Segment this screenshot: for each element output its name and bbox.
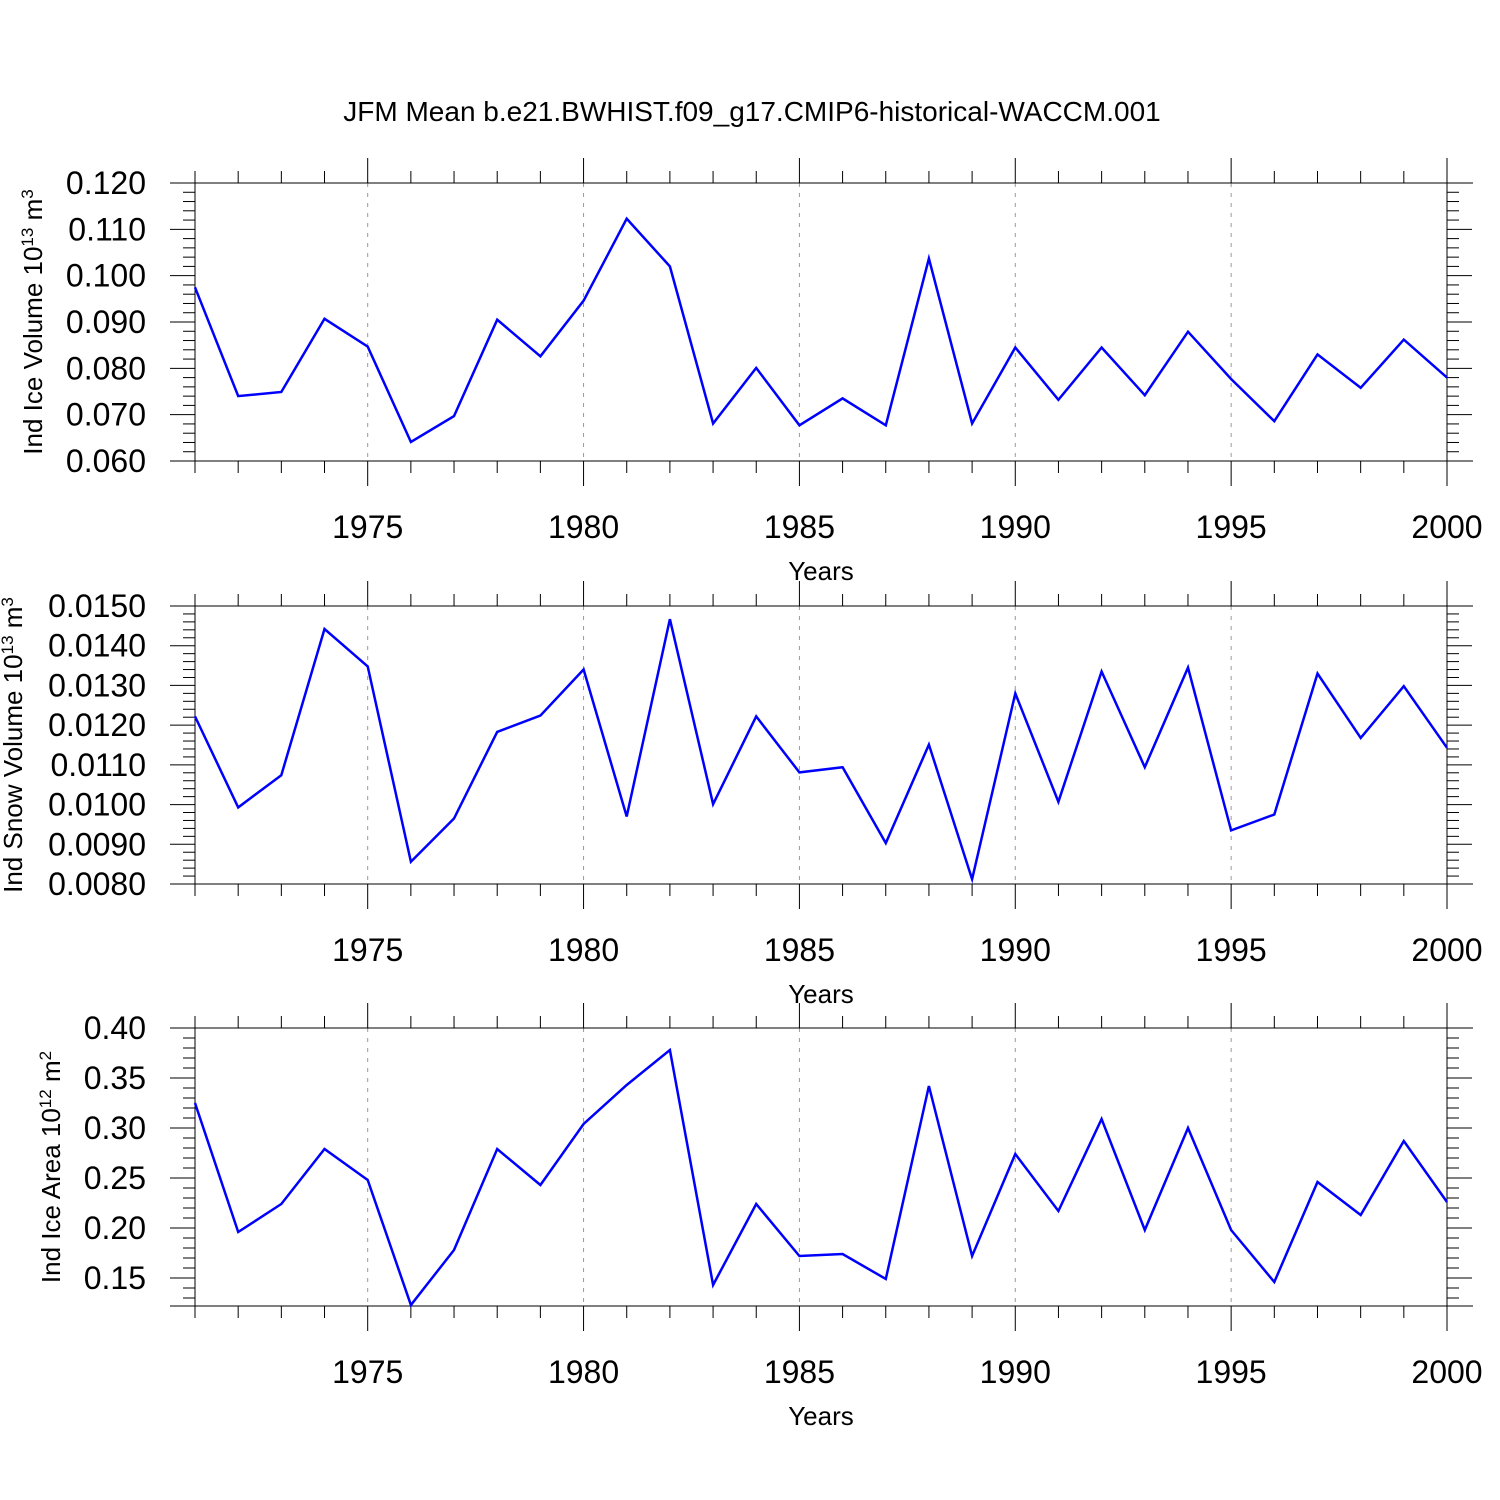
x-axis-title: Years: [788, 979, 854, 1009]
series-line: [193, 216, 1448, 444]
y-tick-label: 0.20: [84, 1210, 146, 1246]
x-tick-label: 2000: [1411, 932, 1482, 968]
y-tick-label: 0.0110: [51, 747, 147, 783]
y-tick-label: 0.120: [66, 165, 146, 201]
y-axis-title-ylabel-unit-exp: 3: [0, 597, 17, 606]
y-axis-title-ylabel-unit-exp: 3: [18, 189, 37, 198]
y-axis-title: Ind Snow Volume 1013 m3: [0, 597, 28, 893]
y-tick-label: 0.060: [66, 443, 146, 479]
y-tick-label: 0.0130: [48, 667, 146, 703]
y-axis-title-ylabel: Ind Ice Volume 10: [18, 247, 48, 455]
x-tick-label: 1990: [980, 1354, 1051, 1390]
x-tick-label: 1985: [764, 1354, 835, 1390]
y-axis-title-ylabel-unit: m: [0, 607, 28, 636]
x-tick-label: 1980: [548, 509, 619, 545]
x-tick-label: 1975: [332, 509, 403, 545]
y-axis-title-ylabel-unit: m: [18, 199, 48, 228]
x-tick-label: 1995: [1196, 932, 1267, 968]
y-axis-title: Ind Ice Volume 1013 m3: [18, 189, 49, 454]
panel-1: 0.060 0.070 0.080 0.090 0.100 0.110 0.120 1975 1…: [18, 158, 1483, 586]
x-tick-label: 1995: [1196, 1354, 1267, 1390]
y-axis-title-ylabel-unit-exp: 2: [36, 1051, 55, 1060]
y-tick-label: 0.35: [84, 1060, 146, 1096]
x-tick-label: 2000: [1411, 509, 1482, 545]
y-axis-title-ylabel: Ind Snow Volume 10: [0, 654, 28, 893]
y-tick-label: 0.0080: [48, 866, 146, 902]
x-tick-label: 1990: [980, 509, 1051, 545]
x-tick-label: 1980: [548, 1354, 619, 1390]
y-tick-label: 0.0140: [48, 628, 146, 664]
x-tick-label: 1975: [332, 932, 403, 968]
y-tick-label: 0.070: [66, 397, 146, 433]
series-line: [193, 618, 1449, 884]
x-tick-label: 1985: [764, 932, 835, 968]
y-axis-title-ylabel-exp: 13: [0, 635, 17, 654]
y-tick-label: 0.15: [84, 1260, 146, 1296]
series-line: [193, 1047, 1449, 1308]
y-tick-label: 0.25: [84, 1160, 146, 1196]
x-tick-label: 1985: [764, 509, 835, 545]
y-tick-label: 0.0100: [48, 787, 146, 823]
y-tick-label: 0.0150: [48, 588, 146, 624]
y-tick-label: 0.0090: [48, 826, 146, 862]
figure-title: JFM Mean b.e21.BWHIST.f09_g17.CMIP6-hist…: [343, 96, 1160, 127]
panels: 0.060 0.070 0.080 0.090 0.100 0.110 0.120 1975 1…: [0, 158, 1483, 1431]
y-axis-title-ylabel-unit: m: [36, 1060, 66, 1089]
y-tick-label: 0.110: [68, 211, 146, 247]
y-axis-title-ylabel-exp: 12: [36, 1089, 55, 1108]
y-axis-title: Ind Ice Area 1012 m2: [36, 1051, 67, 1283]
x-axis-title: Years: [788, 1401, 854, 1431]
y-tick-label: 0.090: [66, 304, 146, 340]
y-tick-label: 0.080: [66, 350, 146, 386]
y-axis-title-ylabel-exp: 13: [18, 228, 37, 247]
x-tick-label: 1990: [980, 932, 1051, 968]
x-axis-title: Years: [788, 556, 854, 586]
y-tick-label: 0.40: [84, 1010, 146, 1046]
y-tick-label: 0.30: [84, 1110, 146, 1146]
x-tick-label: 1980: [548, 932, 619, 968]
x-tick-label: 1975: [332, 1354, 403, 1390]
x-tick-label: 2000: [1411, 1354, 1482, 1390]
x-tick-label: 1995: [1196, 509, 1267, 545]
y-axis-title-ylabel: Ind Ice Area 10: [36, 1108, 66, 1283]
y-tick-label: 0.0120: [48, 707, 146, 743]
panel-3: 0.15 0.20 0.25 0.30 0.35 0.40 1975 1980 1985 1990…: [36, 1003, 1483, 1431]
y-tick-label: 0.100: [66, 258, 146, 294]
panel-2: 0.00800.00900.01000.01100.01200.01300.01…: [0, 581, 1483, 1009]
